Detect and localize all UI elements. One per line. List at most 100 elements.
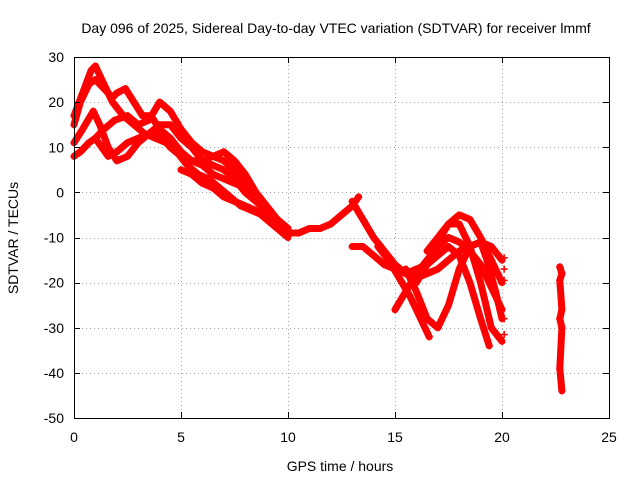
data-point xyxy=(252,188,260,196)
x-tick-label: 5 xyxy=(177,429,185,445)
data-point xyxy=(406,292,414,300)
data-point xyxy=(423,315,431,323)
data-point xyxy=(359,215,367,223)
y-tick-label: -50 xyxy=(44,410,64,426)
data-point xyxy=(500,276,508,284)
data-point xyxy=(198,148,206,156)
y-axis-label: SDTVAR / TECUs xyxy=(5,182,21,294)
data-point xyxy=(121,85,129,93)
data-point xyxy=(485,342,493,350)
data-point xyxy=(76,148,84,156)
data-point xyxy=(417,315,425,323)
y-tick-label: -40 xyxy=(44,365,64,381)
data-point xyxy=(109,94,117,102)
ticks: 0 5 10 15 20 25 30 20 10 0 -10 -20 -30 -40 -50 xyxy=(44,49,617,445)
data-point xyxy=(434,252,442,260)
series-sat-e xyxy=(91,121,292,232)
data-point xyxy=(231,166,238,174)
x-axis-label: GPS time / hours xyxy=(287,458,394,474)
data-point xyxy=(284,224,292,232)
y-tick-label: 20 xyxy=(48,94,64,110)
data-point xyxy=(156,98,164,106)
data-point xyxy=(183,161,191,169)
data-point xyxy=(156,121,164,129)
data-point xyxy=(374,243,382,251)
y-tick-label: 0 xyxy=(56,184,64,200)
data-point xyxy=(89,107,97,115)
data-point xyxy=(263,215,271,223)
data-point xyxy=(147,112,155,120)
data-point xyxy=(104,152,112,160)
data-point xyxy=(177,134,185,142)
data-point xyxy=(91,62,99,70)
data-point xyxy=(91,134,99,142)
data-point xyxy=(166,134,174,142)
data-point xyxy=(113,89,121,97)
data-point xyxy=(423,261,431,269)
data-point xyxy=(455,211,463,219)
data-point xyxy=(156,130,164,138)
grid xyxy=(74,57,609,418)
data-point xyxy=(434,324,442,332)
data-point xyxy=(87,67,95,75)
data-point xyxy=(348,197,356,205)
data-point xyxy=(209,170,217,178)
data-point xyxy=(402,265,410,273)
data-point xyxy=(241,170,249,178)
x-tick-label: 20 xyxy=(494,429,510,445)
series-layer xyxy=(70,62,566,395)
data-point xyxy=(395,274,403,282)
data-point xyxy=(85,139,93,147)
data-point xyxy=(198,179,206,187)
data-point xyxy=(455,220,463,228)
y-tick-label: 30 xyxy=(48,49,64,65)
x-tick-label: 15 xyxy=(387,429,403,445)
data-point xyxy=(188,157,196,165)
data-point xyxy=(466,215,474,223)
data-point xyxy=(205,175,213,183)
data-point xyxy=(498,337,506,345)
data-point xyxy=(558,306,566,314)
data-point xyxy=(198,157,206,165)
data-point xyxy=(355,193,363,201)
data-point xyxy=(500,265,508,273)
data-point xyxy=(558,387,566,395)
data-point xyxy=(556,276,564,284)
data-point xyxy=(220,175,228,183)
y-tick-label: -30 xyxy=(44,320,64,336)
data-point xyxy=(492,288,500,296)
data-point xyxy=(100,85,108,93)
data-point xyxy=(263,206,271,214)
data-point xyxy=(188,143,196,151)
data-point xyxy=(188,170,196,178)
y-tick-label: 10 xyxy=(48,139,64,155)
data-point xyxy=(556,364,564,372)
data-point xyxy=(85,80,93,88)
data-point xyxy=(134,121,142,129)
data-point xyxy=(177,125,185,133)
data-point xyxy=(483,256,491,264)
data-point xyxy=(445,220,452,228)
data-point xyxy=(220,193,228,201)
data-point xyxy=(220,148,228,156)
data-point xyxy=(113,157,121,165)
data-point xyxy=(338,211,345,219)
data-point xyxy=(220,166,228,174)
data-point xyxy=(556,315,564,323)
data-point xyxy=(455,265,463,273)
data-point xyxy=(391,306,399,314)
chart-title: Day 096 of 2025, Sidereal Day-to-day VTE… xyxy=(81,20,590,36)
series-sat-o xyxy=(556,263,566,395)
data-point xyxy=(455,238,463,246)
series-sat-m xyxy=(423,220,506,345)
data-point xyxy=(466,243,474,251)
data-point xyxy=(166,107,174,115)
data-point xyxy=(284,234,292,241)
data-point xyxy=(477,279,485,287)
data-point xyxy=(166,121,174,129)
data-point xyxy=(359,243,367,251)
data-point xyxy=(327,220,335,228)
data-point xyxy=(98,143,106,151)
data-point xyxy=(385,256,393,264)
data-point xyxy=(477,238,485,246)
